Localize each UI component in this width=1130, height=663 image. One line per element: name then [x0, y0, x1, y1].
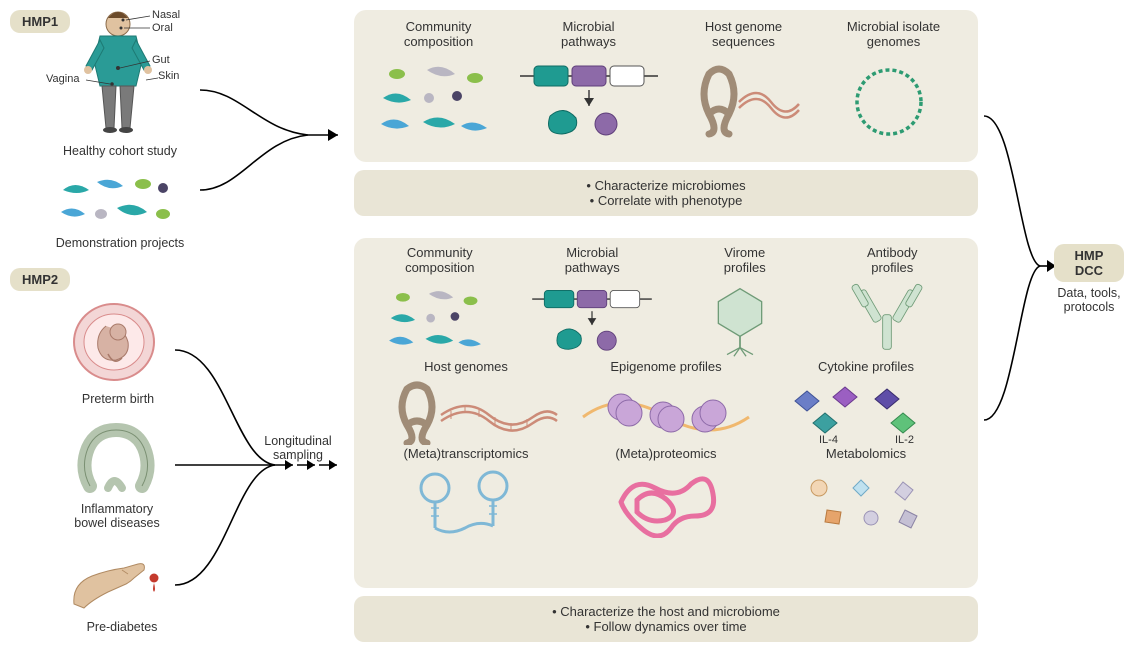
hmp2-r3-t0: (Meta)transcriptomics — [371, 447, 561, 462]
label-vagina: Vagina — [46, 73, 79, 85]
microbial-pathways-icon-2 — [517, 280, 667, 358]
hmp1-merge-arrow-icon — [200, 80, 348, 200]
hmp1-item-title-1: Microbial pathways — [514, 20, 664, 50]
hmp2-r1-t3: Antibody profiles — [822, 246, 962, 276]
host-genome-icon — [669, 54, 819, 144]
hmp2-merge-arrow-icon — [175, 340, 351, 600]
community-composition-icon — [369, 54, 499, 144]
preterm-icon — [68, 300, 160, 386]
hmp1-item-title-0: Community composition — [369, 20, 509, 50]
virome-icon — [675, 280, 805, 358]
hmp2-r3-t2: Metabolomics — [771, 447, 961, 462]
caption-ibd: Inflammatory bowel diseases — [52, 502, 182, 531]
label-nasal: Nasal — [152, 9, 180, 21]
output-tag: HMP DCC — [1054, 244, 1124, 282]
hmp2-bullets: • Characterize the host and microbiome •… — [354, 596, 978, 642]
prediabetes-icon — [68, 548, 168, 618]
caption-demo: Demonstration projects — [45, 236, 195, 250]
hmp2-r1-t1: Microbial pathways — [517, 246, 667, 276]
caption-cohort: Healthy cohort study — [50, 144, 190, 158]
hmp1-item-title-3: Microbial isolate genomes — [824, 20, 964, 50]
label-oral: Oral — [152, 22, 173, 34]
hmp2-r2-t1: Epigenome profiles — [571, 360, 761, 375]
cyt-label-0: IL-4 — [819, 434, 838, 445]
ibd-icon — [70, 418, 160, 498]
hmp2-r1-t2: Virome profiles — [675, 246, 815, 276]
hmp2-r1-t0: Community composition — [370, 246, 510, 276]
sampling-label: Longitudinal sampling — [248, 434, 348, 463]
cytokine-icon: IL-4 IL-2 — [771, 379, 961, 445]
label-skin: Skin — [158, 70, 179, 82]
hmp2-tag: HMP2 — [10, 268, 70, 291]
community-composition-icon-2 — [370, 280, 500, 358]
hmp2-panel: Community composition Microbial pathways — [354, 238, 978, 588]
metabolomics-icon — [771, 466, 961, 538]
microbial-pathways-icon — [514, 54, 664, 144]
proteomics-icon — [571, 466, 761, 538]
output-merge-arrow-icon — [984, 110, 1064, 430]
output-sub: Data, tools, protocols — [1054, 286, 1124, 315]
caption-preterm: Preterm birth — [58, 392, 178, 406]
hmp2-r3-t1: (Meta)proteomics — [571, 447, 761, 462]
cyt-label-1: IL-2 — [895, 434, 914, 445]
hmp2-r2-t2: Cytokine profiles — [771, 360, 961, 375]
hmp1-panel: Community composition Microbial pathways — [354, 10, 978, 162]
hmp1-item-title-2: Host genome sequences — [669, 20, 819, 50]
demo-microbes-icon — [55, 172, 185, 232]
host-genomes-icon — [371, 379, 561, 445]
antibody-icon — [822, 280, 952, 358]
isolate-genome-icon — [824, 54, 954, 144]
label-gut: Gut — [152, 54, 170, 66]
hmp2-r2-t0: Host genomes — [371, 360, 561, 375]
transcriptomics-icon — [371, 466, 561, 538]
hmp1-bullets: • Characterize microbiomes • Correlate w… — [354, 170, 978, 216]
caption-prediabetes: Pre-diabetes — [62, 620, 182, 634]
epigenome-icon — [571, 379, 761, 445]
